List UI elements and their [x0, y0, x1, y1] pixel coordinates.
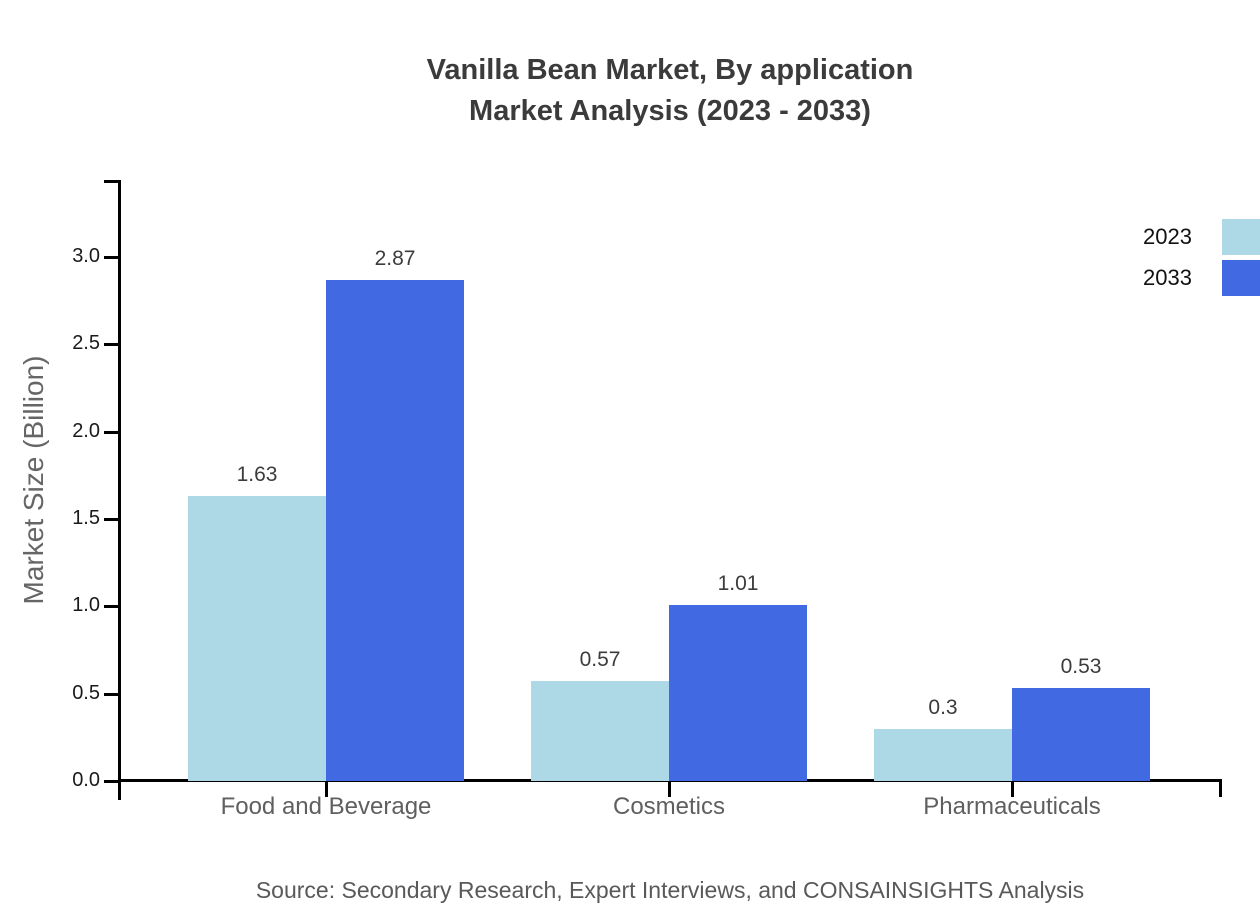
y-tick-label: 3.0: [72, 244, 100, 267]
x-category-label: Food and Beverage: [220, 793, 432, 820]
legend-label-2023: 2023: [1143, 224, 1192, 249]
y-tick: [104, 430, 118, 434]
y-axis-spine: [118, 180, 121, 800]
bar-2033-food-and-beverage: [326, 279, 464, 781]
x-tick: [325, 781, 328, 797]
bar-2033-cosmetics: [669, 604, 807, 781]
bar-2023-pharmaceuticals: [874, 728, 1012, 781]
x-category-label: Cosmetics: [612, 793, 726, 820]
legend-item-2023: 2023: [1143, 219, 1260, 255]
value-label-2023-pharmaceuticals: 0.3: [928, 695, 958, 719]
y-tick: [104, 780, 118, 783]
x-axis-end-cap: [1219, 781, 1222, 797]
bar-2023-cosmetics: [531, 681, 669, 781]
legend: 2023 2033: [1143, 219, 1260, 301]
chart-title-line-2: Market Analysis (2023 - 2033): [469, 95, 871, 127]
y-tick: [104, 517, 118, 521]
x-category-label: Pharmaceuticals: [923, 793, 1101, 820]
legend-label-2033: 2033: [1143, 265, 1192, 290]
value-label-2023-cosmetics: 0.57: [579, 648, 621, 672]
bar-2023-food-and-beverage: [188, 496, 326, 781]
x-tick: [1011, 781, 1014, 797]
value-label-2033-cosmetics: 1.01: [717, 571, 759, 595]
y-axis-end-cap: [104, 180, 118, 183]
value-label-2033-pharmaceuticals: 0.53: [1060, 655, 1102, 679]
value-label-2033-food-and-beverage: 2.87: [374, 246, 416, 270]
y-tick: [104, 692, 118, 696]
source-note: Source: Secondary Research, Expert Inter…: [255, 877, 1085, 903]
y-tick-label: 1.0: [72, 594, 100, 617]
y-tick: [104, 605, 118, 609]
legend-swatch-2023: [1222, 219, 1260, 255]
chart-title-line-1: Vanilla Bean Market, By application: [426, 54, 914, 86]
y-tick: [104, 343, 118, 347]
value-label-2023-food-and-beverage: 1.63: [236, 463, 278, 487]
legend-swatch-2033: [1222, 260, 1260, 296]
bar-2033-pharmaceuticals: [1012, 688, 1150, 781]
y-tick-label: 0.0: [72, 769, 100, 791]
y-tick-label: 2.0: [72, 419, 100, 442]
y-tick-label: 0.5: [72, 681, 100, 704]
legend-item-2033: 2033: [1143, 260, 1260, 296]
x-tick: [668, 781, 671, 797]
y-tick-label: 1.5: [72, 506, 100, 529]
y-tick: [104, 255, 118, 259]
y-tick-label: 2.5: [72, 332, 100, 355]
chart-title: Vanilla Bean Market, By application Mark…: [80, 50, 1260, 132]
